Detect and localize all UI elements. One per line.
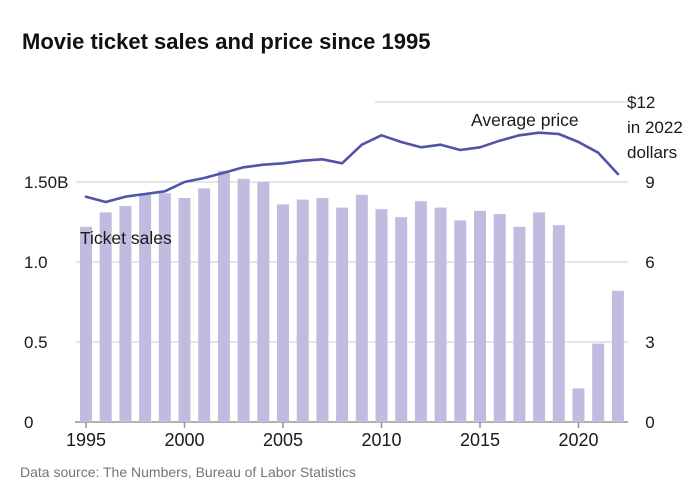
x-tick-label: 2010 [361,430,401,450]
bar-2009 [355,194,368,422]
axis-labels: 1.50B 1.0 0.5 0 $12 in 2022 dollars 9 6 3 0 1995 200… [24,93,683,450]
bar-1998 [139,193,152,422]
bar-2011 [395,217,408,422]
right-axis-unit-label: dollars [627,143,677,162]
bar-1997 [119,206,132,422]
bar-2006 [296,199,309,422]
y-right-tick-label: 6 [645,253,654,272]
bar-2019 [552,225,565,422]
bar-2017 [513,226,526,422]
bar-2005 [277,204,289,422]
x-tick-label: 2020 [558,430,598,450]
bar-2021 [592,343,605,422]
bar-2014 [454,220,467,422]
y-right-tick-label: 3 [645,333,654,352]
average-price-label: Average price [471,110,579,130]
y-right-tick-label: 0 [645,413,654,432]
bar-1996 [99,212,112,422]
y-right-tick-label: $12 [627,93,655,112]
bar-2015 [474,210,486,422]
bar-2007 [316,198,329,422]
bar-2016 [493,214,506,422]
bar-2018 [533,212,546,422]
bar-2008 [336,207,349,422]
bar-2003 [237,178,250,422]
bar-2013 [434,207,447,422]
y-left-tick-label: 0 [24,413,33,432]
x-tick-label: 1995 [66,430,106,450]
y-left-tick-label: 1.0 [24,253,48,272]
y-right-tick-label: 9 [645,173,654,192]
average-price-series [84,131,620,204]
bar-2002 [217,170,230,422]
x-tick-label: 2015 [460,430,500,450]
bar-2004 [257,182,270,422]
bar-1999 [158,193,171,422]
bar-2012 [414,201,427,422]
bar-2010 [375,209,388,422]
data-source: Data source: The Numbers, Bureau of Labo… [20,464,356,480]
ticket-sales-bars [80,170,624,422]
bar-2022 [611,290,624,422]
bar-2020 [572,388,585,422]
bar-1995 [80,226,92,422]
right-axis-unit-label: in 2022 [627,118,683,137]
bar-2001 [198,188,211,422]
chart-title: Movie ticket sales and price since 1995 [22,29,431,54]
average-price-line [84,131,620,204]
ticket-sales-label: Ticket sales [80,228,172,248]
y-left-tick-label: 1.50B [24,173,68,192]
bar-2000 [178,198,191,422]
x-tick-label: 2005 [263,430,303,450]
x-tick-label: 2000 [164,430,204,450]
y-left-tick-label: 0.5 [24,333,48,352]
